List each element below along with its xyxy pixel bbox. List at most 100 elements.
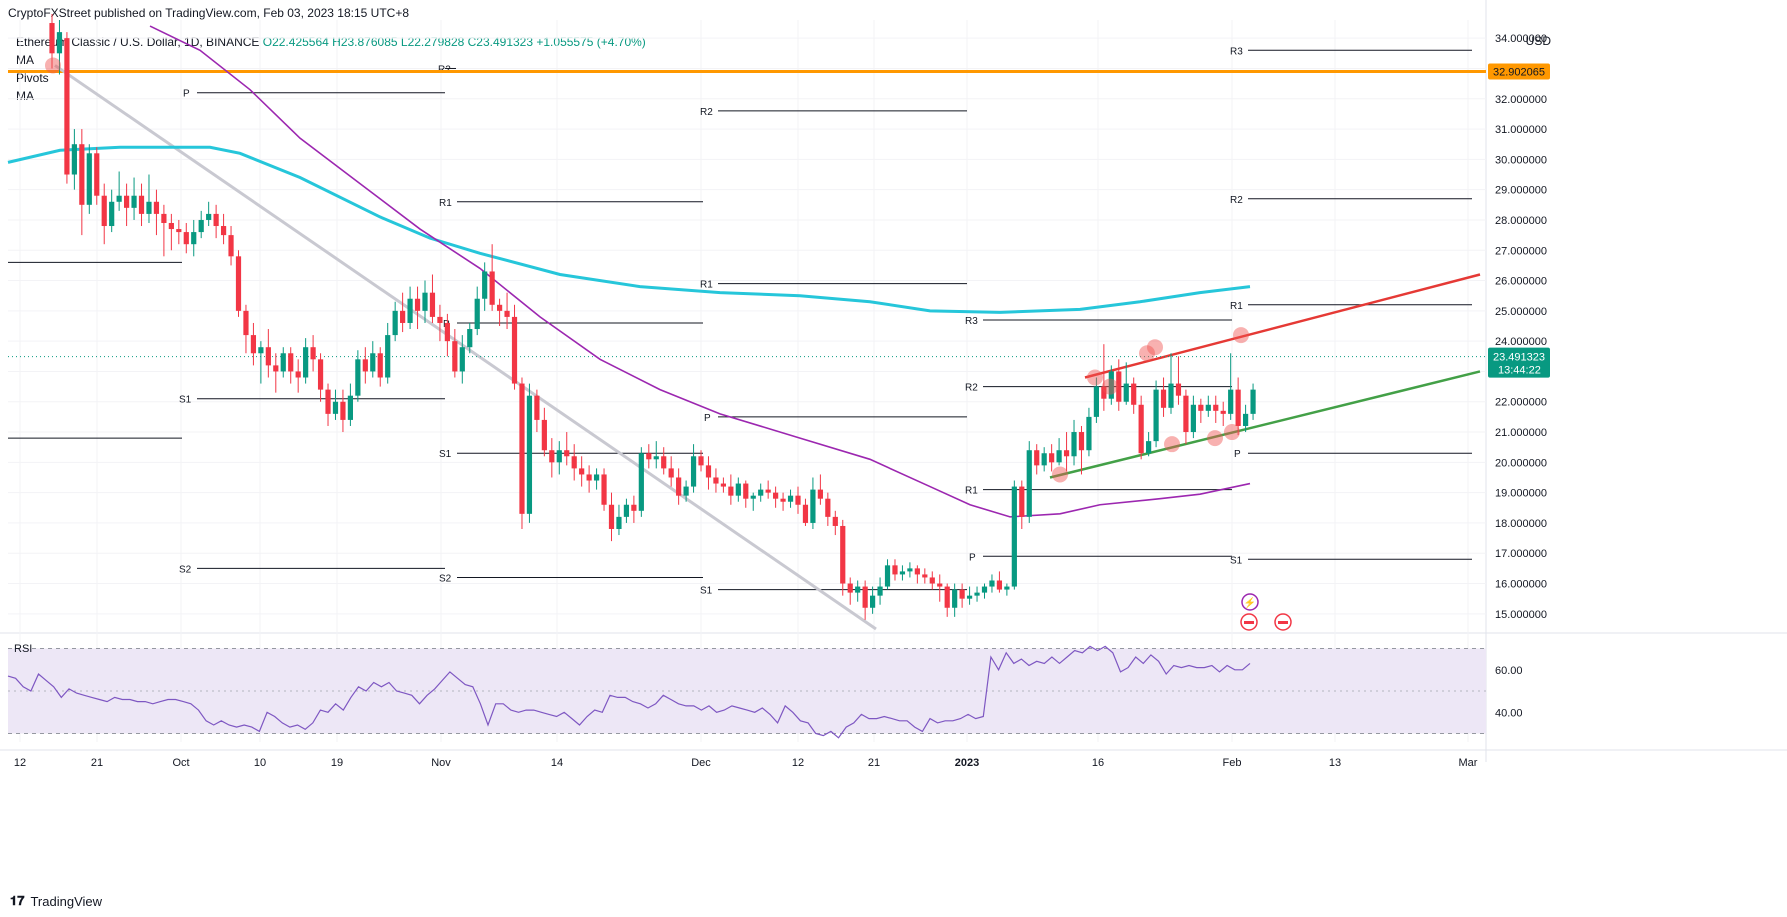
pivot-label: R3 [1230,46,1243,57]
candle-body [265,347,271,366]
candle-body [1108,371,1114,399]
chart-grid [0,0,1787,762]
indicator-pivots[interactable]: Pivots [16,71,49,85]
candle-body [168,222,174,230]
time-tick-label: Feb [1223,757,1242,769]
candle-body [564,450,570,457]
time-tick-label: Dec [691,757,711,769]
price-tick-label: 25.000000 [1495,306,1547,318]
candle-body [1004,586,1010,590]
candle-body [1078,432,1085,451]
flag-stripe [1244,621,1254,624]
pivot-label: R1 [700,280,713,291]
currency-label: USD [1525,34,1551,48]
candle-body [94,153,100,196]
candle-body [340,401,346,420]
candle-body [86,153,92,205]
candle-body [870,595,876,608]
pane-separator [0,632,1787,640]
touch-marker [45,57,61,74]
price-tick-label: 21.000000 [1495,427,1547,439]
candle-body [959,589,965,599]
time-tick-label: Oct [172,757,189,769]
pivot-label: R1 [439,198,452,209]
candle-body [593,474,600,481]
candle-body [1153,389,1159,442]
time-tick-label: 16 [1092,757,1104,769]
candle-body [109,201,115,227]
candle-body [914,568,920,575]
rsi-tick-label: 40.00 [1495,707,1523,719]
candle-body [541,419,547,451]
candle-body [79,144,85,205]
candle-body [392,310,398,336]
pivot-label: S2 [439,573,452,584]
time-tick-label: 14 [551,757,563,769]
lightning-event-icon [1241,593,1259,611]
candle-body [325,389,331,414]
rsi-tick-label: 60.00 [1495,665,1523,677]
candle-body [206,213,212,220]
candle-body [519,383,525,514]
candle-body [489,271,495,305]
candle-body [780,498,786,502]
time-tick-label: 21 [91,757,103,769]
pivot-label: S1 [179,395,192,406]
candle-body [504,310,510,317]
candle-body [1123,383,1129,402]
candle-body [601,474,607,505]
candle-body [616,516,622,529]
touch-marker [1207,430,1223,447]
candle-body [161,213,167,223]
candle-body [1049,453,1055,463]
tradingview-brand[interactable]: 𝟏𝟕 TradingView [10,893,102,909]
price-tick-label: 16.000000 [1495,579,1547,591]
candle-body [534,395,540,420]
candle-body [623,504,630,517]
time-tick-label: 10 [254,757,266,769]
time-tick-label: 2023 [955,757,979,769]
price-tick-label: 28.000000 [1495,215,1547,227]
candle-body [1190,404,1196,433]
candle-body [1220,410,1226,414]
candle-body [765,489,771,493]
price-tick-label: 17.000000 [1495,548,1547,560]
candle-body [1168,383,1174,408]
candle-body [250,335,257,354]
candle-body [795,495,801,505]
candle-body [825,498,831,517]
candle-body [1213,404,1219,411]
candle-body [317,359,324,390]
candle-body [370,353,376,372]
candle-series [49,13,1256,620]
candle-body [571,456,577,469]
ma50-curve [149,25,1251,518]
candle-body [213,213,219,227]
time-tick-label: 21 [868,757,880,769]
candle-body [631,504,637,511]
pivot-label: R2 [1230,195,1243,206]
pivot-label: P [704,413,711,424]
candle-body [497,304,503,311]
candle-body [49,23,55,54]
candle-body [698,456,704,466]
ma200-curve [7,145,1251,314]
pivot-levels: PR2S1S2R1PS1S2R2R1PS1R3R2R1PR3R2R1PS1 [8,46,1472,597]
candle-body [1011,486,1017,587]
time-tick-label: 12 [792,757,804,769]
candle-body [243,310,249,336]
pivot-label: S2 [179,564,192,575]
candle-body [862,586,868,608]
touch-marker [1139,345,1155,362]
candle-body [362,359,368,372]
candle-body [235,256,242,311]
price-tick-label: 18.000000 [1495,518,1547,530]
candle-body [407,298,413,323]
pivot-label: S1 [439,449,452,460]
candle-body [705,465,712,478]
candle-body [720,483,726,487]
candle-body [1160,389,1167,408]
candle-body [981,586,988,593]
tradingview-logo-icon: 𝟏𝟕 [10,893,25,908]
